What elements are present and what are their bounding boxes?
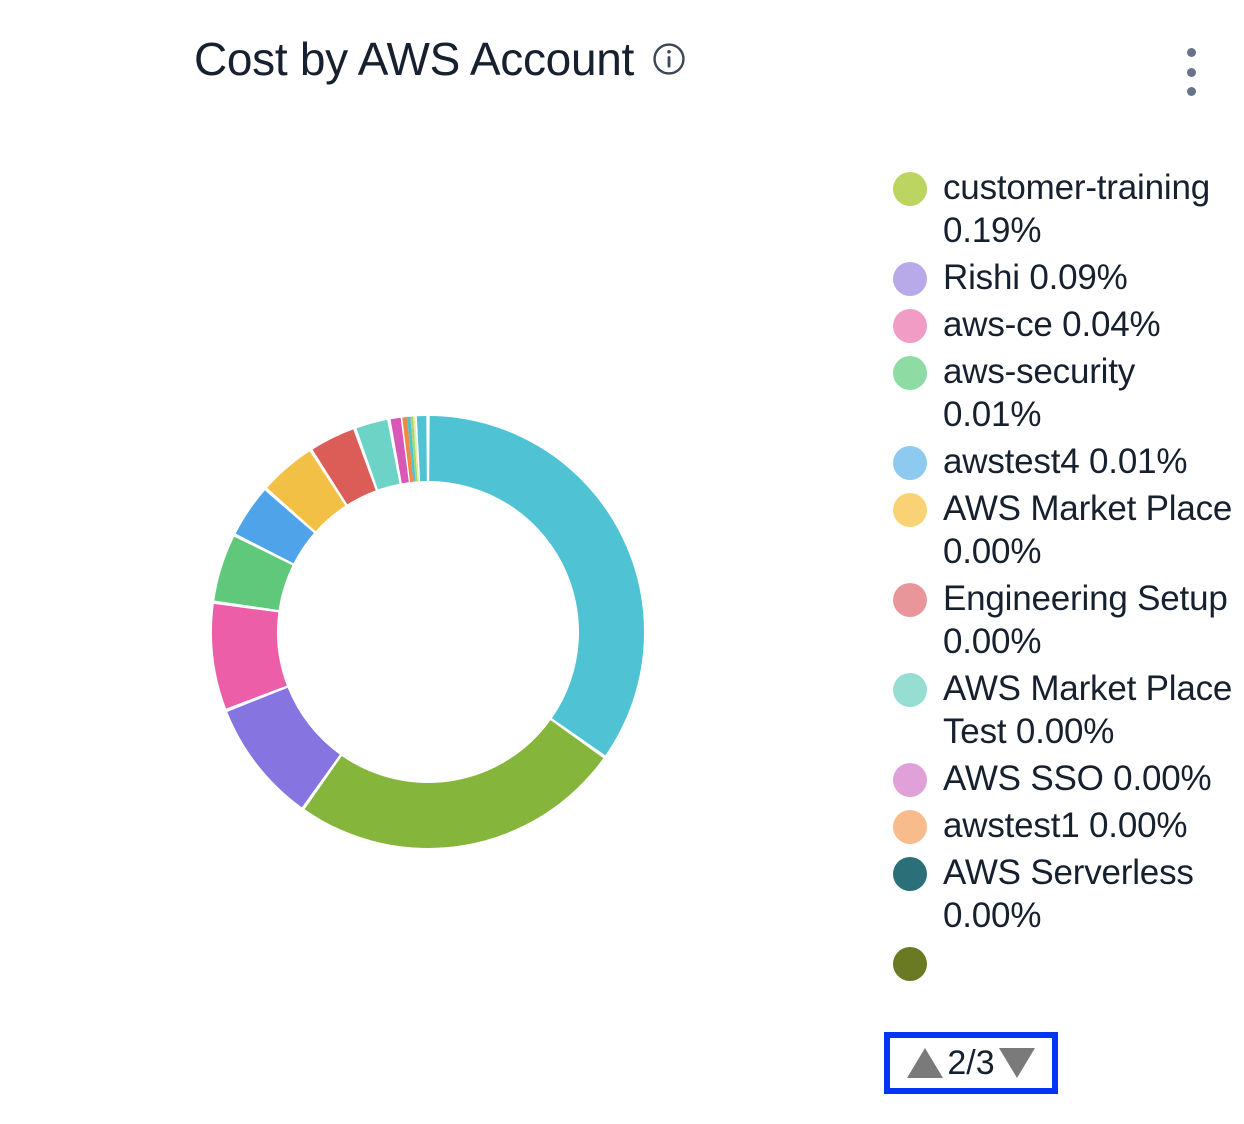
- donut-slice[interactable]: [235, 490, 314, 564]
- legend-item[interactable]: Engineering Setup 0.00%: [893, 577, 1244, 663]
- legend-item-label: customer-training 0.19%: [943, 168, 1210, 250]
- page-title: Cost by AWS Account: [193, 33, 634, 85]
- legend-swatch-icon: [893, 947, 927, 981]
- legend-item-label: Engineering Setup 0.00%: [943, 579, 1228, 661]
- legend-swatch-icon: [893, 583, 927, 617]
- legend-swatch-icon: [893, 810, 927, 844]
- donut-slice[interactable]: [390, 417, 409, 484]
- legend-swatch-icon: [893, 356, 927, 390]
- donut-chart: [0, 140, 880, 1124]
- legend-swatch-icon: [893, 763, 927, 797]
- legend-item-label: aws-ce 0.04%: [943, 305, 1161, 344]
- donut-slice[interactable]: [267, 451, 346, 532]
- legend-item-label: AWS SSO 0.00%: [943, 759, 1212, 798]
- donut-slice[interactable]: [312, 429, 376, 505]
- donut-slice[interactable]: [410, 416, 418, 482]
- donut-slice[interactable]: [413, 416, 419, 482]
- legend-item-label: AWS Market Place 0.00%: [943, 489, 1233, 571]
- legend-item-clipped[interactable]: [893, 941, 1244, 981]
- info-circle-icon[interactable]: [652, 42, 686, 76]
- legend-swatch-icon: [893, 172, 927, 206]
- title-group: Cost by AWS Account: [0, 36, 880, 82]
- legend-item-label: awstest4 0.01%: [943, 442, 1188, 481]
- legend-item-label: awstest1 0.00%: [943, 806, 1188, 845]
- legend-swatch-icon: [893, 673, 927, 707]
- triangle-down-icon[interactable]: [998, 1048, 1035, 1078]
- kebab-dot-3: [1186, 87, 1196, 96]
- legend-item-label: aws-security 0.01%: [943, 352, 1136, 434]
- donut-slice[interactable]: [212, 603, 287, 709]
- donut-slice[interactable]: [356, 419, 400, 490]
- donut-slice[interactable]: [402, 417, 414, 483]
- donut-slice[interactable]: [227, 687, 340, 808]
- legend-item[interactable]: AWS Market Place 0.00%: [893, 487, 1244, 573]
- legend-item-label: AWS Market Place Test 0.00%: [943, 669, 1233, 751]
- donut-chart-svg[interactable]: [0, 140, 880, 1124]
- pagination-label: 2/3: [947, 1044, 995, 1082]
- legend-item[interactable]: AWS Serverless 0.00%: [893, 851, 1244, 937]
- donut-slice[interactable]: [406, 416, 416, 482]
- legend-swatch-icon: [893, 857, 927, 891]
- legend-item[interactable]: awstest1 0.00%: [893, 804, 1244, 847]
- donut-slice[interactable]: [214, 536, 293, 611]
- kebab-dot-1: [1186, 48, 1196, 57]
- legend-item-label: AWS Serverless 0.00%: [943, 853, 1194, 935]
- legend-item[interactable]: awstest4 0.01%: [893, 440, 1244, 483]
- legend-item[interactable]: aws-security 0.01%: [893, 350, 1244, 436]
- kebab-dot-2: [1186, 67, 1196, 77]
- legend-pagination[interactable]: 2/3: [884, 1032, 1058, 1094]
- legend-item[interactable]: customer-training 0.19%: [893, 166, 1244, 252]
- triangle-up-icon[interactable]: [907, 1048, 944, 1078]
- legend-item[interactable]: AWS SSO 0.00%: [893, 757, 1244, 800]
- kebab-menu-icon[interactable]: [1180, 48, 1202, 96]
- legend-swatch-icon: [893, 493, 927, 527]
- chart-legend[interactable]: customer-training 0.19% Rishi 0.09% aws-ce…: [893, 166, 1244, 1046]
- legend-item[interactable]: aws-ce 0.04%: [893, 303, 1244, 346]
- legend-item[interactable]: AWS Market Place Test 0.00%: [893, 667, 1244, 753]
- donut-slice[interactable]: [429, 416, 644, 756]
- legend-swatch-icon: [893, 262, 927, 296]
- legend-swatch-icon: [893, 309, 927, 343]
- chart-header: Cost by AWS Account: [0, 0, 1244, 140]
- donut-slice[interactable]: [416, 416, 427, 482]
- legend-swatch-icon: [893, 446, 927, 480]
- legend-item-label: Rishi 0.09%: [943, 258, 1128, 297]
- donut-slice[interactable]: [304, 720, 604, 848]
- legend-item[interactable]: Rishi 0.09%: [893, 256, 1244, 299]
- donut-slice-group[interactable]: [212, 416, 644, 848]
